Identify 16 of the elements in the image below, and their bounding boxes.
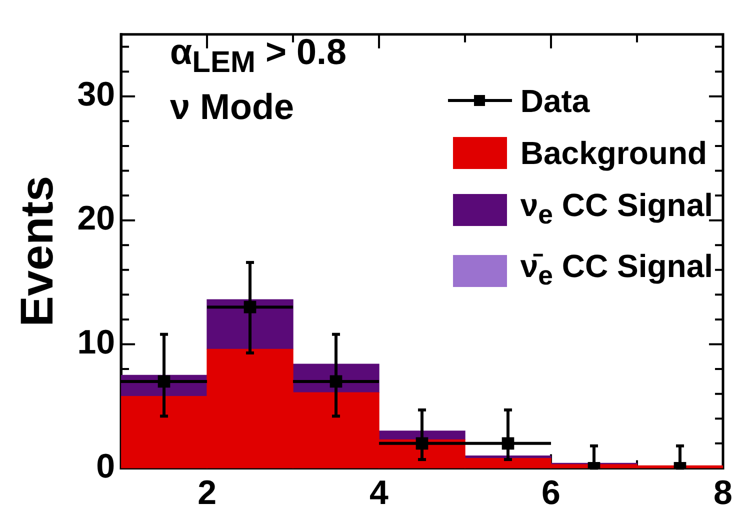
legend-label: ν$_{e}$ CC Signal bbox=[520, 186, 713, 232]
annotation: α$_{LEM}$ > 0.8 bbox=[170, 30, 347, 82]
x-tick-label: 6 bbox=[542, 474, 560, 512]
y-axis-title: Events bbox=[10, 176, 62, 327]
y-tick-label: 10 bbox=[77, 324, 116, 362]
x-tick-label: 4 bbox=[370, 474, 389, 512]
x-tick-label: 8 bbox=[714, 474, 732, 512]
legend-label: Data bbox=[520, 82, 590, 121]
y-tick-label: 0 bbox=[96, 448, 116, 486]
x-tick-label: 2 bbox=[198, 474, 216, 512]
legend-label: Background bbox=[520, 134, 708, 173]
annotation: ν Mode bbox=[170, 85, 296, 130]
legend-label: ν̄$_{e}$ CC Signal bbox=[520, 247, 713, 293]
y-tick-label: 30 bbox=[77, 76, 116, 114]
y-tick-label: 20 bbox=[77, 200, 116, 238]
bar bbox=[378, 430, 466, 440]
